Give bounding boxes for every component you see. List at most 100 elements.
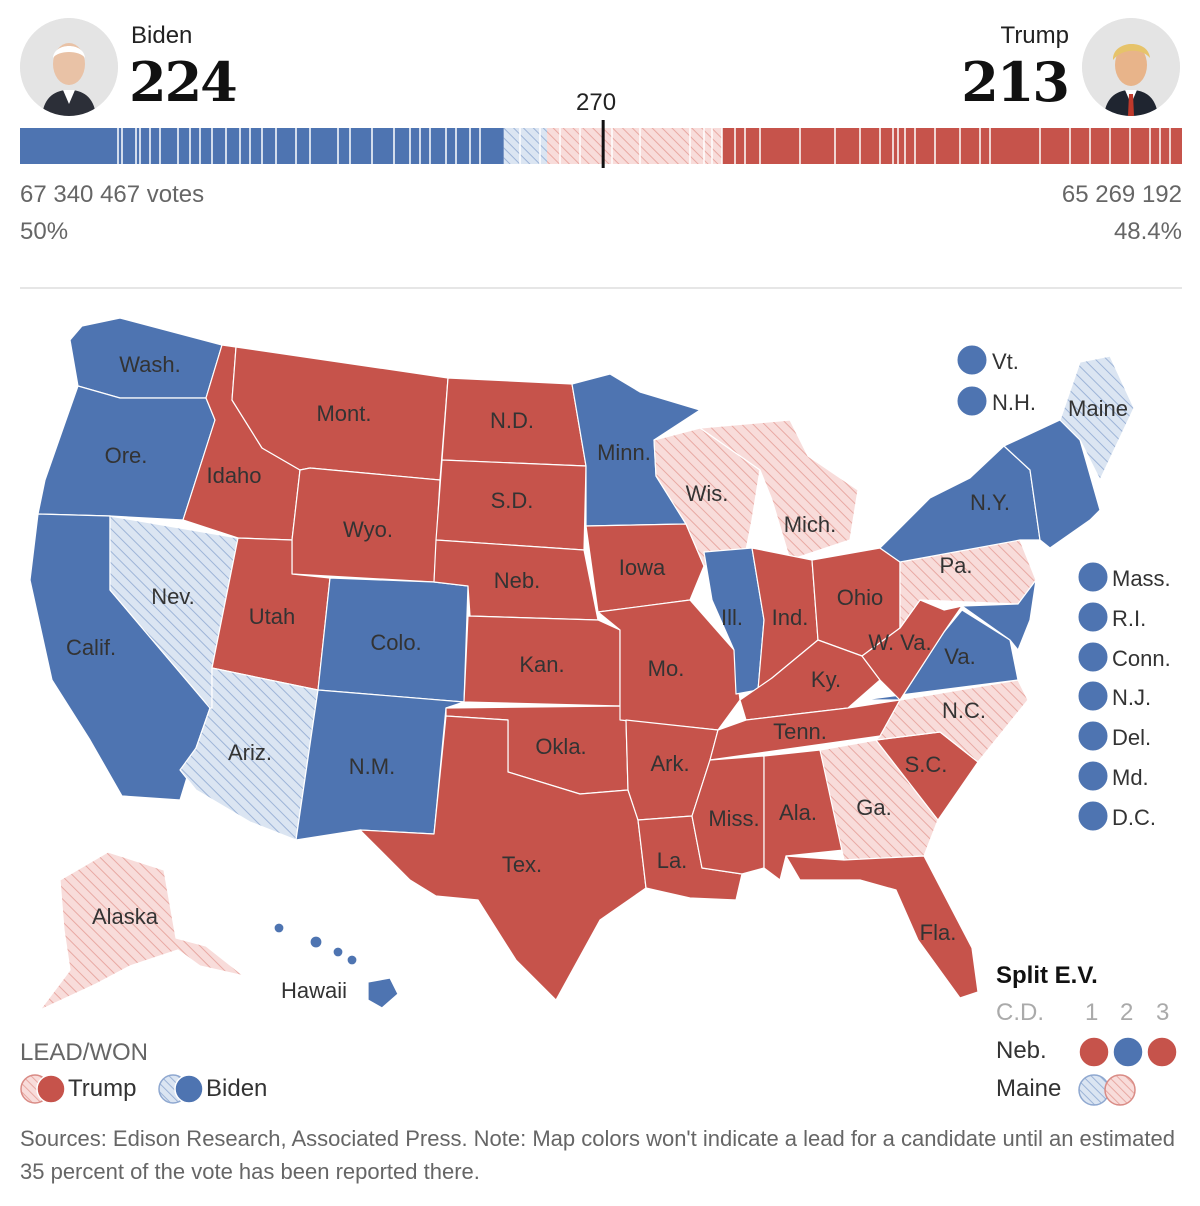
label-or: Ore.	[105, 443, 148, 468]
trump-avatar	[1082, 18, 1180, 116]
split-ev-dot-neb-1	[1078, 1036, 1110, 1068]
small-state-nj[interactable]: N.J.	[1077, 680, 1151, 712]
trump-name: Trump	[1000, 22, 1069, 49]
label-ok: Okla.	[535, 734, 586, 759]
label-hi: Hawaii	[281, 978, 347, 1003]
small-state-label: Mass.	[1112, 566, 1171, 591]
state-ia[interactable]	[585, 523, 705, 613]
label-ks: Kan.	[519, 652, 564, 677]
label-nv: Nev.	[151, 584, 195, 609]
split-ev-nebraska: Neb.	[996, 1037, 1047, 1064]
split-ev-dots	[1078, 1036, 1178, 1106]
small-state-label: Vt.	[992, 349, 1019, 374]
small-state-ct[interactable]: Conn.	[1077, 641, 1171, 673]
state-mi[interactable]	[699, 419, 859, 561]
small-state-label: R.I.	[1112, 606, 1146, 631]
small-state-ri[interactable]: R.I.	[1077, 601, 1146, 633]
district-1-label: 1	[1085, 999, 1099, 1026]
label-nc: N.C.	[942, 698, 986, 723]
label-il: Ill.	[721, 605, 743, 630]
district-3-label: 3	[1156, 999, 1170, 1026]
label-sd: S.D.	[491, 488, 534, 513]
header-divider	[20, 287, 1182, 289]
bar-segment-trump-lead	[547, 128, 722, 164]
biden-electoral-votes: 224	[129, 50, 238, 114]
small-state-nh[interactable]: N.H.	[956, 385, 1036, 417]
label-fl: Fla.	[920, 920, 957, 945]
state-me[interactable]	[1059, 355, 1135, 481]
biden-name: Biden	[131, 22, 193, 49]
label-ak: Alaska	[92, 904, 159, 929]
district-2-label: 2	[1120, 999, 1134, 1026]
label-la: La.	[657, 848, 688, 873]
state-fl[interactable]	[785, 855, 979, 999]
state-tx[interactable]	[359, 715, 647, 1001]
label-nd: N.D.	[490, 408, 534, 433]
legend-title: LEAD/WON	[20, 1039, 149, 1066]
label-az: Ariz.	[228, 740, 272, 765]
label-wa: Wash.	[119, 352, 181, 377]
small-state-label: Conn.	[1112, 646, 1171, 671]
electoral-vote-bar	[20, 120, 1182, 168]
label-wy: Wyo.	[343, 517, 393, 542]
label-ne: Neb.	[494, 568, 540, 593]
trump-popular-votes: 65 269 192	[1061, 181, 1182, 208]
label-ms: Miss.	[708, 806, 759, 831]
label-mo: Mo.	[648, 656, 685, 681]
legend-trump-label: Trump	[68, 1075, 137, 1102]
small-state-label: Del.	[1112, 725, 1151, 750]
state-hi[interactable]	[273, 922, 399, 1009]
label-ga: Ga.	[856, 795, 891, 820]
label-pa: Pa.	[939, 553, 972, 578]
state-ga[interactable]	[819, 739, 939, 861]
label-mi: Mich.	[784, 512, 837, 537]
trump-vote-percent: 48.4%	[1113, 218, 1182, 245]
label-id: Idaho	[206, 463, 261, 488]
state-mo[interactable]	[597, 599, 741, 731]
small-state-ma[interactable]: Mass.	[1077, 561, 1171, 593]
label-me: Maine	[1068, 396, 1128, 421]
small-state-de[interactable]: Del.	[1077, 720, 1151, 752]
label-ar: Ark.	[650, 751, 689, 776]
sources-footnote: Sources: Edison Research, Associated Pre…	[20, 1126, 1175, 1184]
label-ia: Iowa	[619, 555, 666, 580]
state-co[interactable]	[317, 577, 469, 703]
bar-segment-trump-won	[721, 128, 1182, 164]
legend-biden-label: Biden	[206, 1075, 268, 1102]
label-ny: N.Y.	[970, 490, 1010, 515]
small-state-md[interactable]: Md.	[1077, 760, 1149, 792]
state-mid-atlantic[interactable]	[961, 579, 1037, 651]
small-state-label: N.H.	[992, 390, 1036, 415]
small-state-dc[interactable]: D.C.	[1077, 800, 1156, 832]
split-ev-dot-maine-2	[1104, 1074, 1136, 1106]
small-state-vt[interactable]: Vt.	[956, 344, 1019, 376]
label-ca: Calif.	[66, 635, 116, 660]
label-oh: Ohio	[837, 585, 883, 610]
label-nm: N.M.	[349, 754, 395, 779]
label-sc: S.C.	[905, 752, 948, 777]
label-mt: Mont.	[316, 401, 371, 426]
legend-trump-swatch	[20, 1074, 66, 1104]
label-ut: Utah	[249, 604, 295, 629]
label-al: Ala.	[779, 800, 817, 825]
biden-avatar	[20, 18, 118, 116]
threshold-label: 270	[576, 89, 617, 116]
legend-biden-swatch	[158, 1074, 204, 1104]
state-ak[interactable]	[39, 851, 245, 1011]
label-va: Va.	[944, 644, 975, 669]
state-nc[interactable]	[875, 679, 1029, 763]
split-ev-title: Split E.V.	[996, 962, 1098, 989]
label-wv: W. Va.	[868, 630, 931, 655]
split-ev-maine: Maine	[996, 1075, 1062, 1102]
small-state-label: Md.	[1112, 765, 1149, 790]
label-mn: Minn.	[597, 440, 651, 465]
split-ev-dot-neb-2	[1112, 1036, 1144, 1068]
label-tn: Tenn.	[773, 719, 827, 744]
biden-popular-votes: 67 340 467 votes	[20, 181, 205, 208]
small-state-label: N.J.	[1112, 685, 1151, 710]
biden-vote-percent: 50%	[20, 218, 69, 245]
split-ev-cd-label: C.D.	[996, 999, 1044, 1026]
small-state-label: D.C.	[1112, 805, 1156, 830]
label-ky: Ky.	[811, 667, 841, 692]
